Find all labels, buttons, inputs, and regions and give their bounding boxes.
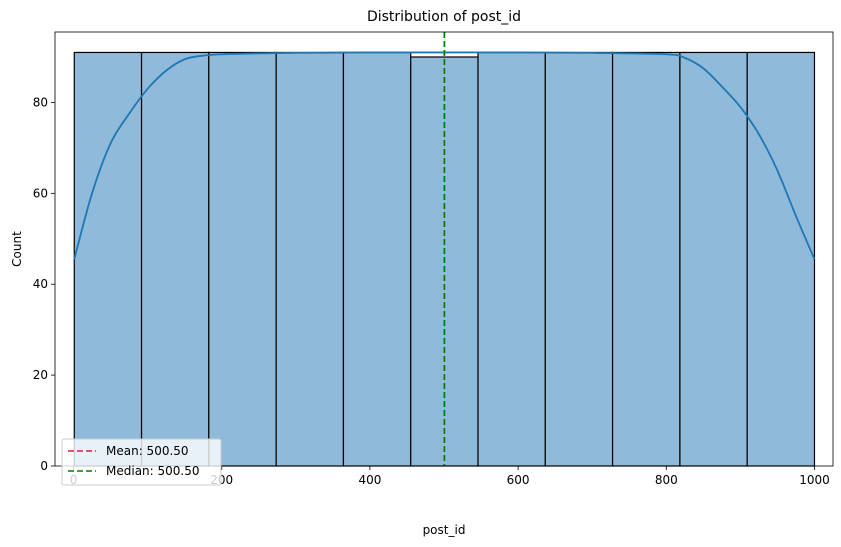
legend-label-mean: Mean: 500.50 [106, 444, 189, 458]
legend-box [61, 438, 222, 486]
axes-frame [54, 31, 834, 467]
legend: Mean: 500.50 Median: 500.50 [61, 438, 222, 486]
kde-curve [73, 51, 816, 260]
y-tick-label: 20 [33, 368, 48, 382]
y-axis-label: Count [10, 231, 24, 267]
x-tick-label: 400 [358, 473, 381, 487]
plot-area [73, 32, 816, 467]
histogram-bar-10 [679, 51, 748, 467]
x-tick-label: 1000 [799, 473, 830, 487]
histogram-bar-7 [477, 51, 546, 467]
histogram-bar-2 [140, 51, 210, 467]
x-tick-label: 600 [507, 473, 530, 487]
x-tick-label: 800 [655, 473, 678, 487]
y-tick-label: 40 [33, 277, 48, 291]
histogram-bar-8 [544, 51, 614, 467]
histogram-bar-4 [275, 51, 345, 467]
histogram-bar-11 [746, 51, 816, 467]
y-tick-label: 60 [33, 186, 48, 200]
y-tick-label: 80 [33, 95, 48, 109]
histogram-bar-5 [342, 51, 412, 467]
histogram-bar-9 [611, 51, 681, 467]
x-axis-label: post_id [423, 523, 466, 537]
histogram-bar-1 [73, 51, 143, 467]
y-axis: 0 20 40 60 80 [33, 95, 55, 473]
histogram-bar-3 [208, 51, 277, 467]
chart-title: Distribution of post_id [367, 9, 521, 25]
legend-label-median: Median: 500.50 [106, 464, 200, 478]
y-tick-label: 0 [40, 459, 48, 473]
